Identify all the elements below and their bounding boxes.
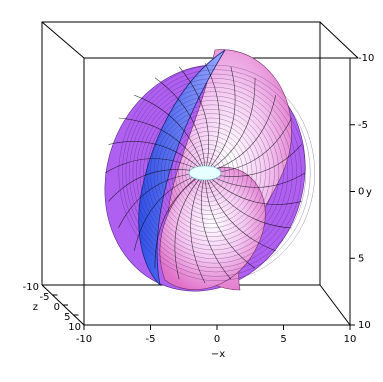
mesh-ring (136, 86, 293, 260)
z-tick-label: 10 (68, 322, 81, 333)
x-tick-label: -5 (146, 334, 156, 345)
mesh-ring (139, 91, 289, 255)
mesh-line (204, 172, 276, 252)
mesh-ring (129, 78, 302, 268)
mesh-line (118, 117, 206, 174)
mesh-line (204, 66, 236, 174)
mesh-ring (174, 135, 244, 211)
mesh-line (178, 66, 209, 174)
x-tick-label: 10 (344, 334, 357, 345)
mesh-ring (164, 122, 257, 224)
mesh-ring (167, 126, 253, 220)
mesh-ring (185, 148, 230, 198)
x-tick-label: 5 (280, 334, 286, 345)
mesh-line (154, 172, 206, 269)
mesh-ring (150, 104, 275, 242)
z-tick-label: -10 (23, 282, 39, 293)
y-tick-label: 5 (358, 253, 364, 264)
y-tick-label: -10 (358, 53, 374, 64)
mesh-line (204, 172, 306, 188)
surface-center (188, 165, 222, 181)
y-tick-label: -5 (358, 120, 368, 131)
mesh-line (154, 77, 206, 174)
y-tick-label: 0 (358, 187, 364, 198)
mesh-line (201, 172, 232, 280)
mesh-ring (153, 108, 271, 237)
x-tick-label: 0 (214, 334, 220, 345)
z-tick-label: 0 (54, 302, 60, 313)
mesh-ring (157, 113, 266, 233)
z-axis-label: z (33, 302, 38, 313)
mesh-line (204, 62, 220, 174)
mesh-line (204, 172, 256, 269)
surface-edge (138, 49, 226, 287)
mesh-ring (171, 130, 248, 215)
mesh-ring (118, 64, 315, 282)
mesh-line (108, 141, 206, 174)
surface (104, 49, 315, 292)
mesh-line (204, 77, 256, 174)
mesh-line (104, 158, 206, 174)
mesh-line (174, 172, 206, 280)
mesh-ring (146, 100, 280, 246)
z-tick-label: -5 (40, 292, 50, 303)
mesh-line (190, 172, 206, 284)
mesh-line (204, 172, 302, 205)
mesh-ring (178, 139, 239, 207)
y-tick-label: 10 (358, 320, 371, 331)
z-tick-label: 5 (64, 312, 70, 323)
mesh-line (134, 94, 206, 174)
mesh-ring (122, 69, 311, 277)
mesh-line (204, 172, 292, 229)
x-tick-label: -10 (76, 334, 92, 345)
x-axis-label: −x (211, 349, 225, 360)
mesh-ring (125, 73, 307, 273)
mesh-ring (160, 117, 262, 229)
y-axis-label: y (366, 187, 372, 198)
mesh-ring (143, 95, 284, 251)
mesh-ring (181, 144, 235, 202)
mesh-ring (132, 82, 298, 264)
